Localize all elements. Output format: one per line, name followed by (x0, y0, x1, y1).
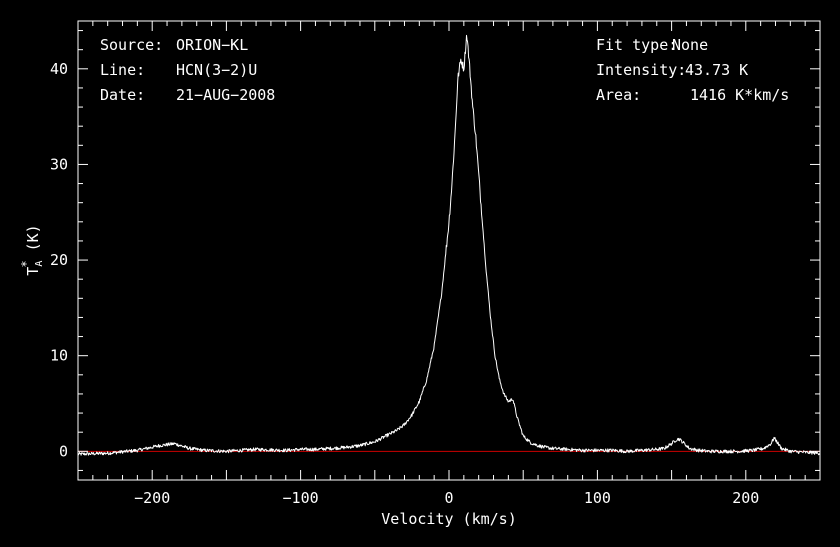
fit-type-value: None (672, 36, 708, 54)
y-axis-label-sup: * (19, 260, 33, 267)
y-axis-label-main: T (24, 267, 42, 276)
ticks-layer: −200 −100 0 100 200 0 10 20 30 40 (50, 21, 821, 507)
x-tick-label: −100 (283, 489, 319, 507)
x-tick-label: 0 (444, 489, 453, 507)
y-axis-label-unit: (K) (24, 224, 42, 260)
area-value: 1416 K*km/s (690, 86, 789, 104)
x-tick-label: −200 (134, 489, 170, 507)
intensity-label: Intensity: (596, 61, 686, 79)
line-label: Line: (100, 61, 145, 79)
y-tick-label: 30 (50, 155, 68, 173)
spectrum-series-line (77, 34, 821, 456)
y-tick-label: 20 (50, 251, 68, 269)
y-tick-label: 40 (50, 60, 68, 78)
y-tick-label: 0 (59, 442, 68, 460)
area-label: Area: (596, 86, 641, 104)
data-layer (77, 34, 821, 456)
date-value: 21−AUG−2008 (176, 86, 275, 104)
line-value: HCN(3−2)U (176, 61, 257, 79)
y-axis-label: TA* (K) (19, 224, 45, 275)
source-value: ORION−KL (176, 36, 248, 54)
y-tick-label: 10 (50, 347, 68, 365)
x-axis-label: Velocity (km/s) (381, 510, 516, 528)
fit-type-label: Fit type: (596, 36, 677, 54)
x-tick-label: 100 (584, 489, 611, 507)
date-label: Date: (100, 86, 145, 104)
x-tick-label: 200 (732, 489, 759, 507)
source-label: Source: (100, 36, 163, 54)
y-axis-label-sub: A (34, 261, 45, 267)
intensity-value: 43.73 K (685, 61, 748, 79)
